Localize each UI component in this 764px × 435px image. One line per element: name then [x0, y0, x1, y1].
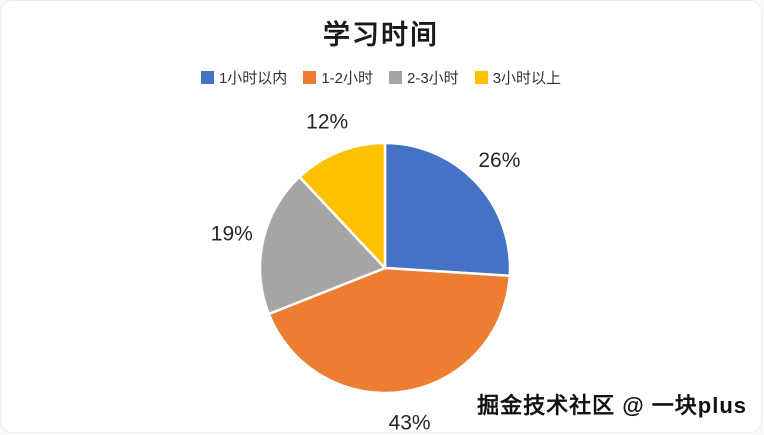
legend-label: 1-2小时 [321, 70, 373, 87]
legend-label: 3小时以上 [492, 70, 562, 87]
legend-swatch-icon [200, 71, 214, 84]
pie-slice-0 [383, 141, 512, 278]
pie-slice-3 [298, 141, 387, 270]
watermark-text: 掘金技术社区 @ 一块plus [477, 393, 747, 418]
legend-swatch-icon [389, 71, 402, 84]
pie-data-label: 12% [306, 111, 348, 134]
chart-title: 学习时间 [323, 20, 439, 50]
pie-chart: 26% 43% 19% 12% [211, 111, 521, 433]
pie-data-label: 26% [478, 149, 520, 172]
pie-slice-2 [258, 175, 387, 316]
chart-legend: 1小时以内 1-2小时 2-3小时 3小时以上 [1, 67, 761, 88]
pie-data-label: 19% [211, 222, 253, 245]
legend-swatch-icon [303, 71, 317, 84]
legend-label: 1小时以内 [218, 70, 288, 87]
legend-item-1: 1-2小时 [303, 67, 373, 88]
legend-item-3: 3小时以上 [474, 67, 562, 88]
legend-item-2: 2-3小时 [389, 67, 459, 88]
legend-label: 2-3小时 [407, 70, 459, 87]
pie-data-label: 43% [389, 412, 431, 433]
pie-slice-1 [267, 266, 511, 395]
legend-swatch-icon [474, 71, 488, 84]
legend-item-0: 1小时以内 [200, 67, 288, 88]
